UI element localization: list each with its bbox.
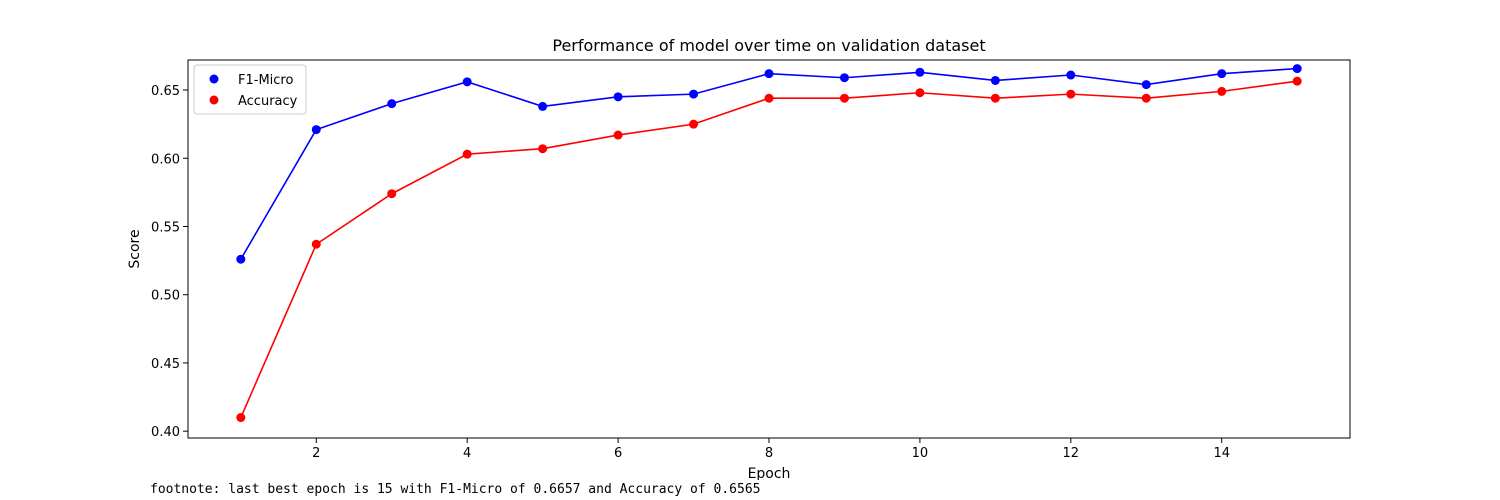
accuracy-point <box>1141 93 1151 103</box>
x-tick-label: 2 <box>312 446 320 461</box>
f1-micro-legend-label: F1-Micro <box>238 73 293 88</box>
x-tick-label: 12 <box>1063 446 1080 461</box>
f1-micro-point <box>311 125 321 135</box>
accuracy-point <box>613 130 623 140</box>
y-axis: 0.40 0.45 0.50 0.55 0.60 0.65 <box>151 84 188 440</box>
f1-micro-point <box>462 77 472 87</box>
y-axis-label: Score <box>127 229 143 268</box>
accuracy-point <box>462 149 472 159</box>
x-tick-label: 8 <box>765 446 773 461</box>
accuracy-point <box>1292 76 1302 86</box>
legend-box <box>193 64 307 115</box>
plot-area <box>187 59 1351 439</box>
f1-micro-point <box>1292 64 1302 74</box>
accuracy-legend-marker <box>209 95 219 105</box>
x-axis-label: Epoch <box>748 466 791 480</box>
f1-micro-point <box>915 67 925 77</box>
f1-micro-point <box>689 89 699 99</box>
accuracy-point <box>236 413 246 423</box>
x-tick-label: 6 <box>614 446 622 461</box>
footnote: footnote: last best epoch is 15 with F1-… <box>150 482 761 497</box>
y-tick-label: 0.50 <box>151 289 180 304</box>
y-tick-label: 0.40 <box>151 425 180 440</box>
series-layer <box>236 64 1302 423</box>
f1-micro-legend-marker <box>209 74 219 84</box>
f1-micro-point <box>236 254 246 264</box>
y-tick-label: 0.65 <box>151 84 180 99</box>
y-tick-label: 0.45 <box>151 357 180 372</box>
accuracy-legend-label: Accuracy <box>238 94 298 109</box>
accuracy-point <box>839 93 849 103</box>
accuracy-point <box>387 189 397 199</box>
f1-micro-point <box>1066 70 1076 80</box>
f1-micro-point <box>1217 69 1227 79</box>
accuracy-point <box>538 144 548 154</box>
x-tick-label: 4 <box>463 446 471 461</box>
f1-micro-point <box>613 92 623 102</box>
x-axis: 2 4 6 8 10 12 14 <box>312 438 1230 461</box>
f1-micro-point <box>387 99 397 109</box>
x-tick-label: 14 <box>1213 446 1230 461</box>
f1-micro-point <box>990 75 1000 85</box>
accuracy-point <box>915 88 925 98</box>
y-tick-label: 0.60 <box>151 152 180 167</box>
chart-title: Performance of model over time on valida… <box>552 36 985 55</box>
accuracy-point <box>990 93 1000 103</box>
f1-micro-point <box>764 69 774 79</box>
legend: F1-Micro Accuracy <box>193 64 307 115</box>
x-tick-label: 10 <box>912 446 929 461</box>
accuracy-point <box>764 93 774 103</box>
f1-micro-point <box>839 73 849 83</box>
accuracy-point <box>311 239 321 249</box>
y-tick-label: 0.55 <box>151 220 180 235</box>
line-chart: Performance of model over time on valida… <box>127 36 1351 480</box>
accuracy-point <box>1217 86 1227 96</box>
f1-micro-point <box>1141 80 1151 90</box>
f1-micro-point <box>538 101 548 111</box>
accuracy-point <box>1066 89 1076 99</box>
accuracy-point <box>689 119 699 129</box>
